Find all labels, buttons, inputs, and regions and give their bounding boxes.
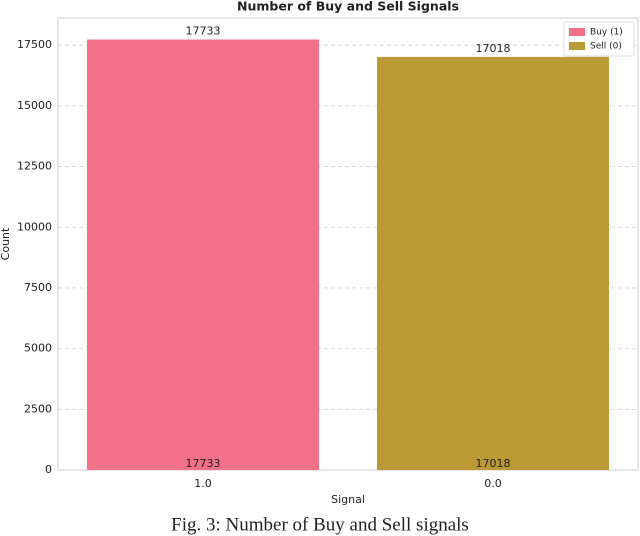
caption: Fig. 3: Number of Buy and Sell signals — [171, 514, 469, 535]
x-axis-label: Signal — [331, 493, 365, 506]
bar — [87, 39, 319, 471]
y-tick-label: 0 — [45, 463, 52, 476]
chart-title: Number of Buy and Sell Signals — [237, 0, 459, 14]
legend-swatch — [569, 28, 585, 36]
y-axis-label: Count — [0, 227, 12, 260]
value-label: 17018 — [476, 457, 511, 470]
y-tick-label: 15000 — [17, 99, 52, 112]
x-tick-label: 0.0 — [484, 477, 502, 490]
x-tick-label: 1.0 — [194, 477, 212, 490]
legend-label: Buy (1) — [590, 28, 623, 38]
value-label: 17733 — [186, 457, 221, 470]
legend-swatch — [569, 42, 585, 50]
y-tick-label: 7500 — [24, 281, 52, 294]
y-tick-label: 10000 — [17, 220, 52, 233]
y-tick-label: 12500 — [17, 160, 52, 173]
value-label: 17018 — [476, 42, 511, 55]
y-tick-label: 2500 — [24, 402, 52, 415]
y-tick-label: 17500 — [17, 38, 52, 51]
y-tick-label: 5000 — [24, 342, 52, 355]
value-label: 17733 — [186, 25, 221, 38]
legend-label: Sell (0) — [590, 42, 622, 52]
bar — [377, 56, 609, 470]
